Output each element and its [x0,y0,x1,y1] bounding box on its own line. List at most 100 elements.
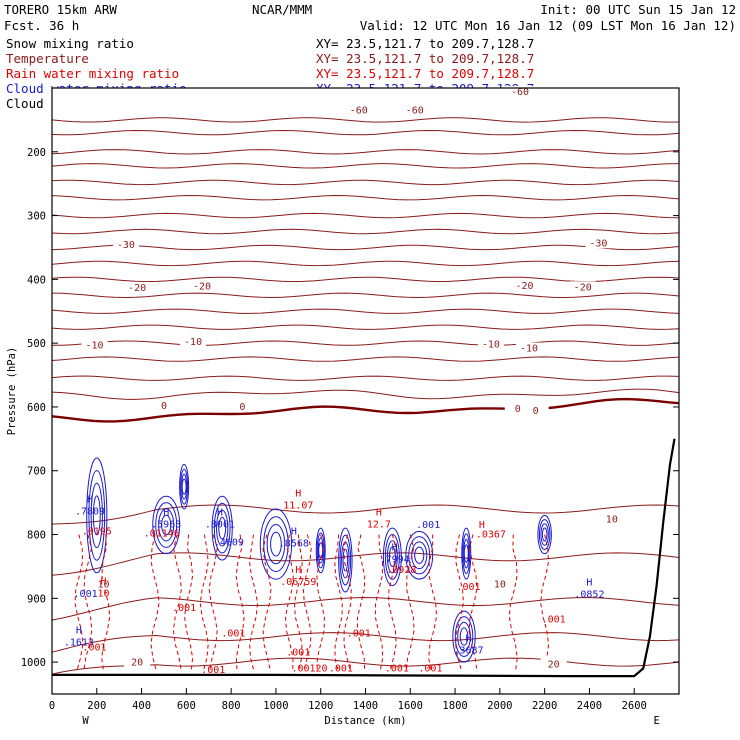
x-tick-label: 1400 [353,700,378,712]
rain-contour [388,534,397,672]
y-tick-label: 600 [27,402,46,414]
valid-time: Valid: 12 UTC Mon 16 Jan 12 (09 LST Mon … [360,18,736,33]
cloud-contour [461,527,472,580]
isotherm-line [52,340,680,346]
temp-label-bg [189,280,216,292]
extremum-label: .001 [172,603,196,614]
isotherm-10b-line [51,552,680,576]
rain-contour [74,534,84,672]
cloud-contour [211,495,233,561]
cloud-contour [454,616,474,657]
extremum-label: .1613 [64,637,94,648]
isotherm-line [51,179,680,186]
temp-label-bg [90,578,117,590]
extremum-label: .01146 [144,528,180,539]
rain-contour [343,534,352,672]
cloud-contour [342,548,349,572]
temp-label: 20 [131,657,143,668]
cloud-contour [213,502,231,554]
extremum-label: .001 [385,664,409,675]
x-tick-label: 0 [49,700,55,712]
cloud-contour [86,457,108,574]
temp-label: -10 [482,340,500,351]
extremum-label: H [479,520,485,531]
header: TORERO 15km ARW Fcst. 36 h NCAR/MMM Init… [4,2,736,33]
rain-contour [334,534,343,672]
y-tick-label: 200 [27,147,46,159]
extremum-label: .001 [542,615,566,626]
isotherm-20-line [51,657,680,675]
cloud-contour [158,508,175,542]
temp-label-bg [180,336,207,348]
extremum-label: .8001 [205,519,235,530]
x-tick-label: 600 [177,700,196,712]
rain-contour [150,534,160,672]
terrain-line [52,438,676,678]
cloud-contour [266,523,286,565]
extremum-label: H [100,576,106,587]
rain-contour [316,534,325,672]
temp-label: 10 [606,514,618,525]
rain-contour [293,534,303,672]
temp-label-bg [598,513,625,525]
temp-label: 0 [239,402,245,413]
extremum-label: H [295,565,301,576]
temp-label-bg [477,338,504,350]
temp-label-bg [569,281,596,293]
y-tick-label: 900 [27,593,46,605]
cloud-contour [386,540,398,574]
cloud-contour [384,533,400,580]
isotherm-line [51,163,680,169]
temp-label-bg [585,237,612,249]
temp-label-bg [486,578,513,590]
rain-contour [83,534,93,672]
isotherm-15-line [51,596,680,621]
forecast-hour: Fcst. 36 h [4,18,79,33]
west-label: W [82,715,89,727]
extremum-label: .001 [82,643,106,654]
temp-label-bg [540,658,567,670]
temp-label-bg [150,399,177,411]
rain-contour [184,534,194,672]
cloud-contour [408,536,431,575]
cloud-contour [339,534,352,586]
east-label: E [653,715,659,727]
temp-label: -10 [184,337,202,348]
rain-contour [468,534,478,672]
extremum-label: .4609 [214,537,244,548]
y-axis-label: Pressure (hPa) [6,347,18,436]
isotherm-line [51,117,680,123]
temp-label: -60 [511,87,529,98]
cloud-contour [462,533,471,575]
rain-contour [208,534,218,672]
rain-contour [235,534,245,672]
cloud-contour [463,538,470,569]
extremum-label: .8568 [279,539,309,550]
cloud-contour [216,509,229,547]
temp-label: -20 [515,281,533,292]
temp-label: 0 [533,406,539,417]
temp-label-bg [124,656,151,668]
extremum-label: H [87,495,93,506]
rain-contour [455,534,464,672]
extremum-label: .001 [418,664,442,675]
extremum-label: .001 [201,665,225,676]
extremum-label: H [465,634,471,645]
rain-contour [284,534,294,672]
temp-label-bg [511,280,538,292]
temp-label-bg [504,403,531,415]
x-tick-label: 2600 [622,700,647,712]
cloud-contour [181,478,187,495]
isotherm-line [51,388,680,400]
rain-contour [101,534,111,672]
cloud-contour [315,527,326,574]
isotherm-line [51,356,680,362]
extremum-label: H [163,507,169,518]
legend-field-0: Snow mixing ratio [6,36,134,51]
cloud-contour [155,502,178,548]
isotherm-line [51,260,680,267]
temp-label: 10 [97,580,109,591]
cloud-contour [541,527,548,542]
isotherm-line [51,292,680,299]
